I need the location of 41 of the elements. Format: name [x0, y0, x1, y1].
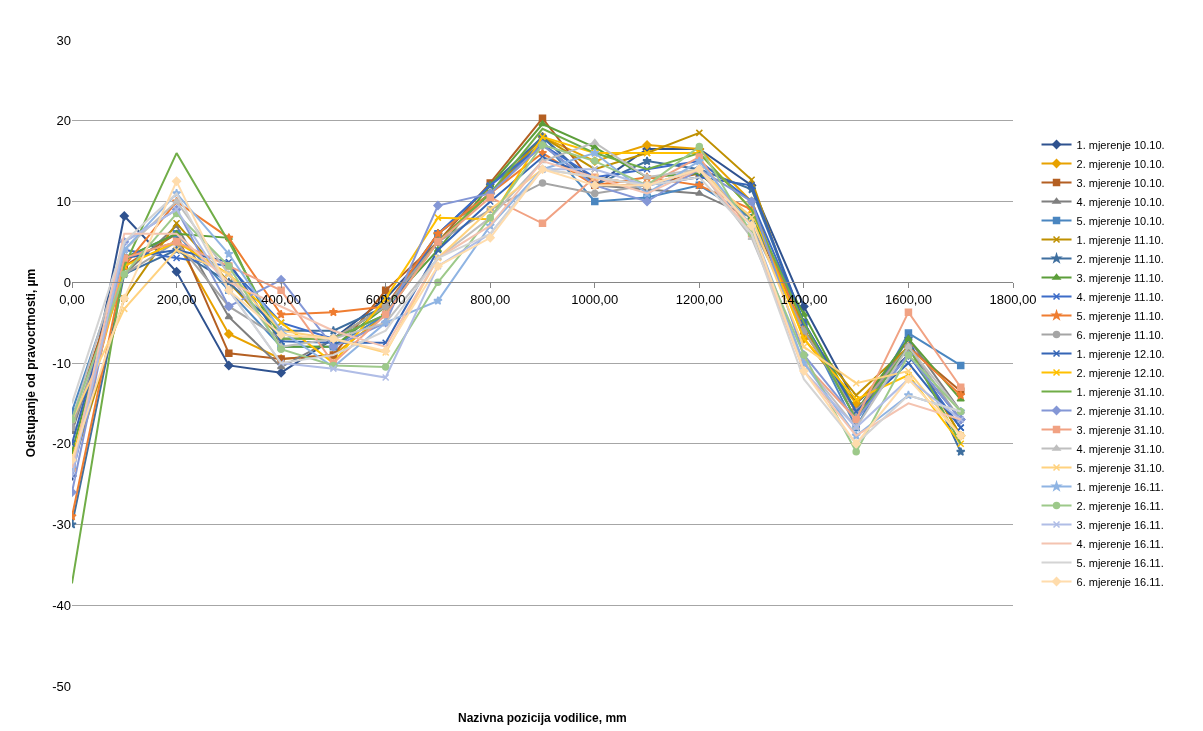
y-axis-title: Odstupanje od pravocrtnosti, µm [23, 268, 38, 458]
legend-label: 3. mjerenje 11.10. [1076, 271, 1164, 284]
y-tick-label: -30 [52, 517, 71, 533]
legend-label: 4. mjerenje 10.10. [1076, 195, 1165, 208]
legend-label: 2. mjerenje 31.10. [1076, 404, 1165, 417]
y-tick-label: 10 [56, 194, 71, 210]
y-tick-label: 30 [56, 32, 71, 48]
x-tick-label: 0,00 [59, 291, 85, 307]
legend-label: 3. mjerenje 16.11. [1076, 518, 1164, 531]
legend-label: 5. mjerenje 31.10. [1076, 461, 1165, 474]
x-tick-label: 1600,00 [884, 291, 932, 307]
x-axis-title: Nazivna pozicija vodilice, mm [458, 711, 627, 725]
y-tick-label: 20 [56, 113, 71, 129]
legend-label: 4. mjerenje 16.11. [1076, 537, 1164, 550]
legend-label: 1. mjerenje 12.10. [1076, 347, 1165, 360]
legend-label: 6. mjerenje 16.11. [1076, 575, 1164, 588]
y-tick-label: 0 [63, 274, 71, 290]
legend-label: 3. mjerenje 10.10. [1076, 176, 1165, 189]
legend-label: 1. mjerenje 11.10. [1076, 233, 1164, 246]
y-tick-label: -20 [52, 436, 71, 452]
y-tick-label: -40 [52, 597, 71, 613]
x-tick-label: 1200,00 [675, 291, 723, 307]
legend-label: 1. mjerenje 31.10. [1076, 385, 1165, 398]
y-tick-label: -50 [52, 678, 71, 694]
y-tick-label: -10 [52, 355, 71, 371]
legend-label: 2. mjerenje 11.10. [1076, 252, 1164, 265]
x-tick-label: 1800,00 [989, 291, 1037, 307]
legend-label: 1. mjerenje 10.10. [1076, 138, 1165, 151]
x-tick-label: 1000,00 [571, 291, 619, 307]
legend-label: 4. mjerenje 11.10. [1076, 290, 1164, 303]
legend-label: 6. mjerenje 11.10. [1076, 328, 1164, 341]
legend-label: 5. mjerenje 10.10. [1076, 214, 1165, 227]
legend-label: 5. mjerenje 16.11. [1076, 556, 1164, 569]
x-tick-label: 800,00 [470, 291, 511, 307]
legend-label: 2. mjerenje 16.11. [1076, 499, 1164, 512]
legend-label: 3. mjerenje 31.10. [1076, 423, 1165, 436]
legend-label: 2. mjerenje 12.10. [1076, 366, 1165, 379]
legend-label: 5. mjerenje 11.10. [1076, 309, 1164, 322]
legend-label: 4. mjerenje 31.10. [1076, 442, 1165, 455]
legend-label: 1. mjerenje 16.11. [1076, 480, 1164, 493]
legend-label: 2. mjerenje 10.10. [1076, 157, 1165, 170]
